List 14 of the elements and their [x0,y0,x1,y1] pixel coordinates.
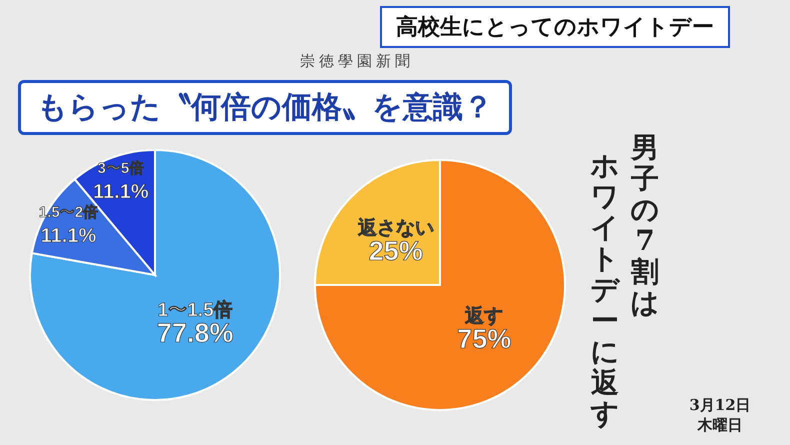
text: 崇徳學園新聞 [300,52,414,71]
text: 木曜日 [696,416,744,435]
text: ホワイトデーに返す [590,149,620,430]
text: 男子の7割は [630,131,660,319]
chart-title: もらった〝何倍の価格〟を意識？ [18,80,512,135]
slice-label: 3〜5倍 [97,160,144,178]
data-label: 11.1% [40,224,96,247]
data-label: 11.1% [93,181,149,204]
slice-label: 返さない [356,216,434,239]
pie-slice [29,149,281,401]
slice-label: 返す [464,305,504,328]
pie-slice [314,159,566,411]
text: 高校生にとってのホワイトデー [380,6,730,48]
text: 3月12日 [688,396,752,415]
